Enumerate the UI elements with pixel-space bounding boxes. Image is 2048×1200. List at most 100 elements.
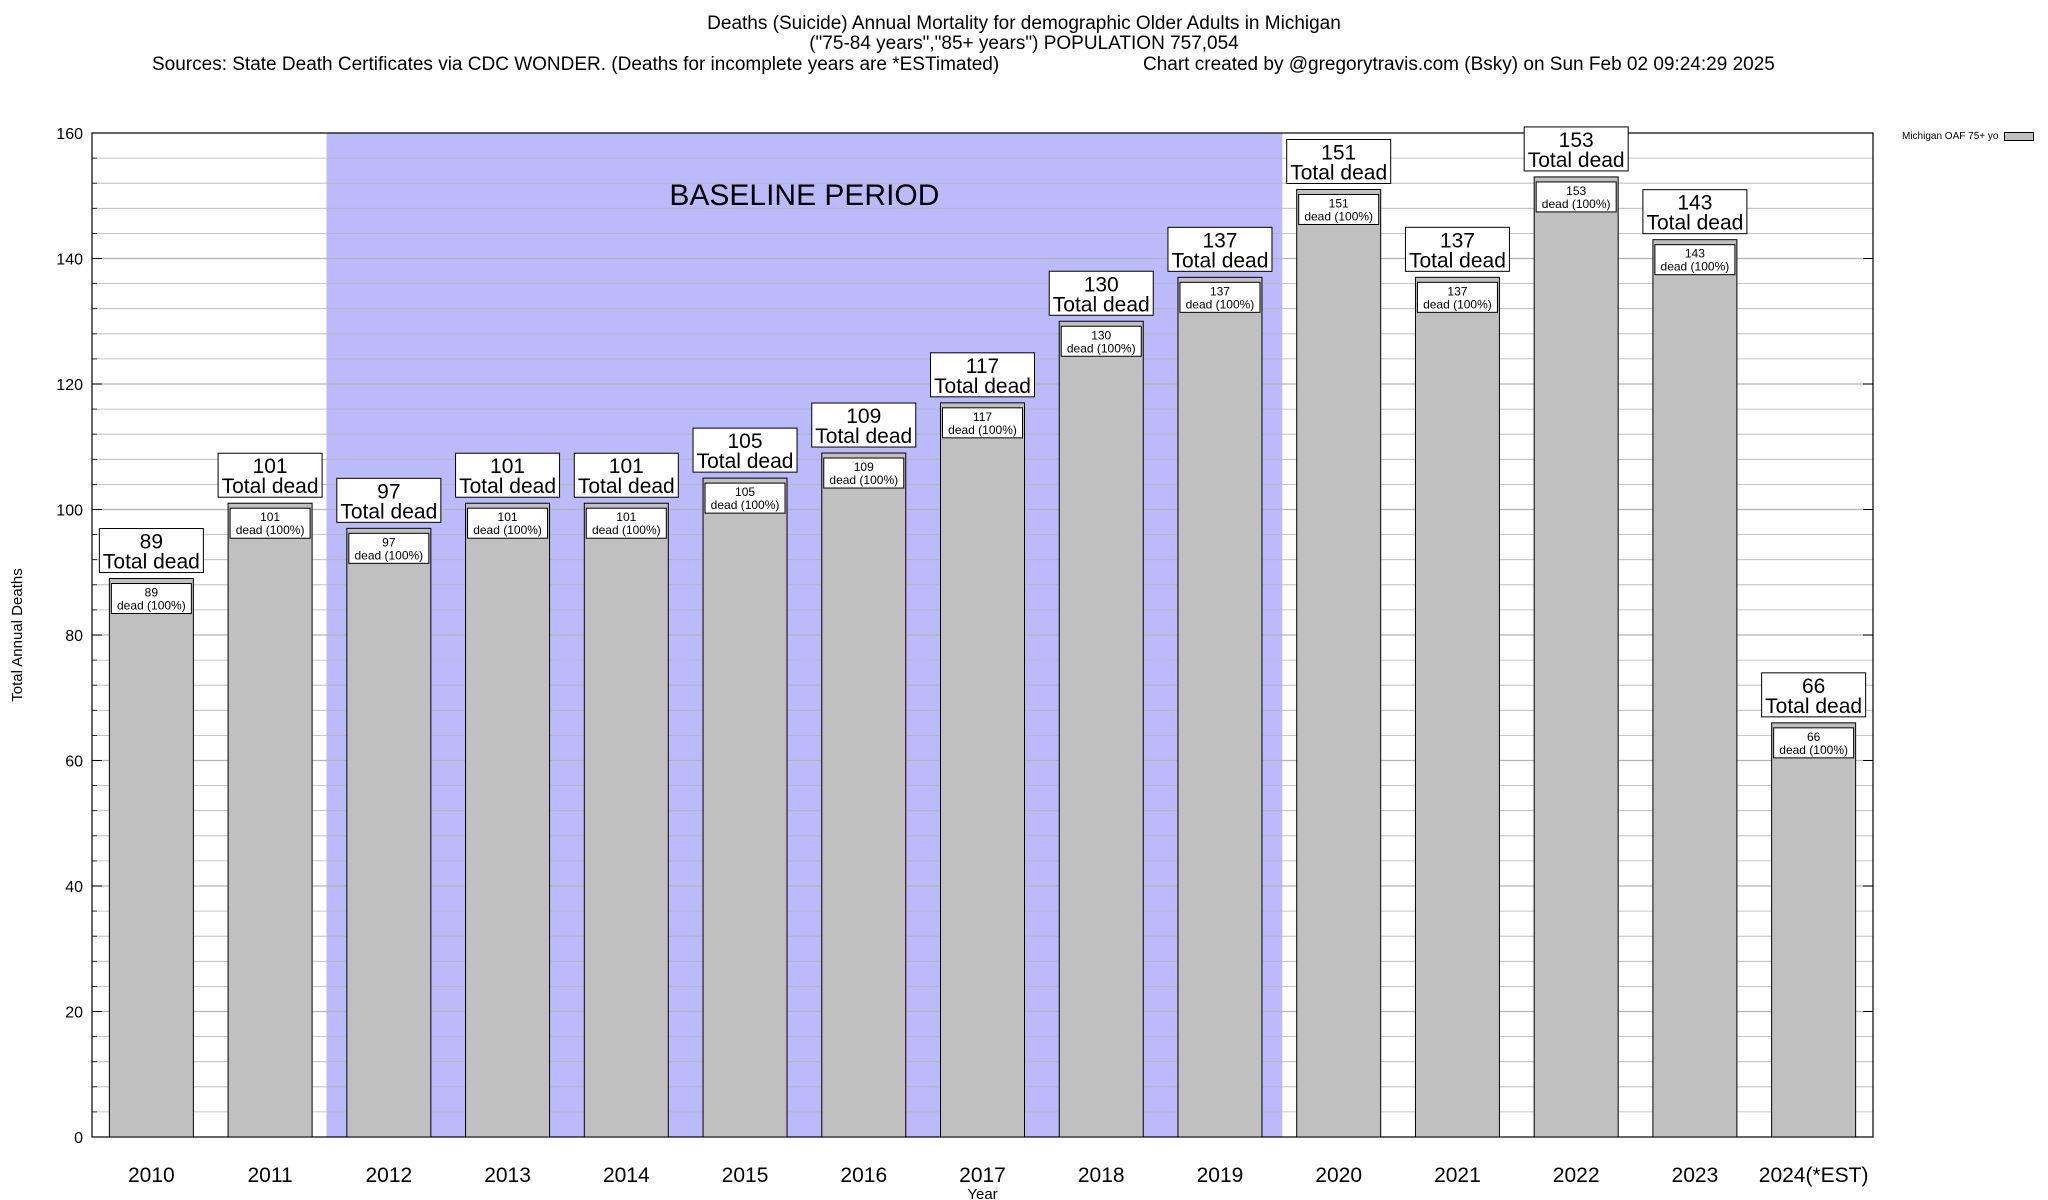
bar-inner-label-box: [704, 482, 786, 514]
bar-inner-value: 130: [1091, 328, 1111, 342]
bar-total-label-box: [692, 427, 798, 473]
bar-total-value: 89: [140, 531, 163, 554]
bar: [1058, 320, 1144, 1138]
bar-total-text: Total dead: [1172, 249, 1269, 272]
bar-inner-pct: dead (100%): [948, 423, 1017, 437]
bar-total-text: Total dead: [1290, 161, 1387, 184]
bar-total-label-box: [1761, 672, 1867, 718]
bar-inner-value: 137: [1210, 284, 1230, 298]
bar-total-value: 153: [1559, 129, 1594, 152]
chart-title: Deaths (Suicide) Annual Mortality for de…: [0, 14, 2048, 54]
bar-total-text: Total dead: [934, 375, 1031, 398]
x-tick-label: 2015: [722, 1164, 769, 1187]
bar-total-text: Total dead: [578, 475, 675, 498]
bar-inner-label-box: [1654, 244, 1736, 276]
y-tick-label: 120: [56, 377, 83, 394]
bar-total-text: Total dead: [1765, 695, 1862, 718]
bar: [227, 502, 313, 1138]
title-line-1: Deaths (Suicide) Annual Mortality for de…: [707, 13, 1341, 34]
y-tick-label: 40: [65, 879, 83, 896]
bar-inner-pct: dead (100%): [1661, 260, 1730, 274]
x-tick-label: 2014: [603, 1164, 650, 1187]
bar-inner-value: 89: [145, 586, 159, 600]
bar-inner-pct: dead (100%): [1779, 743, 1848, 757]
x-tick-label: 2010: [128, 1164, 175, 1187]
bar-total-label-box: [217, 452, 323, 498]
bar-inner-value: 151: [1329, 196, 1349, 210]
bar-inner-label-box: [942, 407, 1023, 439]
x-tick-label: 2021: [1434, 1164, 1481, 1187]
title-line-2: ("75-84 years","85+ years") POPULATION 7…: [809, 33, 1239, 54]
bar-inner-value: 97: [382, 535, 396, 549]
bar-inner-pct: dead (100%): [592, 523, 661, 537]
bar-inner-value: 101: [616, 510, 636, 524]
bar-inner-label-box: [1535, 181, 1617, 213]
bar-total-value: 66: [1802, 675, 1825, 698]
bar-total-text: Total dead: [1528, 149, 1625, 172]
x-tick-label: 2024(*EST): [1759, 1164, 1869, 1187]
x-tick-label: 2019: [1197, 1164, 1244, 1187]
x-tick-label: 2020: [1315, 1164, 1362, 1187]
legend-swatch: [2004, 132, 2035, 141]
bar: [1771, 722, 1857, 1138]
bar: [1652, 239, 1738, 1138]
bar-inner-label-box: [348, 532, 430, 564]
bar-inner-label-box: [110, 583, 192, 615]
bar-inner-pct: dead (100%): [117, 599, 186, 613]
x-tick-label: 2018: [1078, 1164, 1125, 1187]
bar-inner-label-box: [585, 507, 667, 539]
y-tick-label: 160: [56, 126, 83, 143]
y-tick-label: 80: [65, 628, 83, 645]
x-tick-label: 2011: [248, 1164, 293, 1187]
x-tick-label: 2023: [1672, 1164, 1719, 1187]
x-tick-label: 2013: [484, 1164, 531, 1187]
bar-total-value: 151: [1321, 141, 1356, 164]
bar-total-label-box: [1048, 270, 1154, 316]
bar-inner-label-box: [1416, 281, 1498, 313]
bar-total-label-box: [811, 402, 917, 448]
bar-total-label-box: [336, 477, 442, 523]
bar-total-label-box: [1404, 226, 1510, 272]
bar-inner-label-box: [229, 507, 311, 539]
bar-inner-pct: dead (100%): [711, 498, 780, 512]
bar-inner-value: 117: [973, 410, 992, 424]
bar-total-value: 105: [728, 430, 763, 453]
bar: [821, 452, 907, 1138]
legend: Michigan OAF 75+ yo: [1902, 131, 2035, 142]
y-tick-label: 60: [65, 754, 83, 771]
bar-inner-value: 105: [735, 485, 755, 499]
bar-inner-value: 109: [854, 460, 874, 474]
bar-total-text: Total dead: [697, 450, 794, 473]
bar-inner-pct: dead (100%): [1542, 197, 1611, 211]
bar: [108, 578, 194, 1138]
bar-inner-label-box: [1179, 281, 1261, 313]
bar: [1296, 188, 1382, 1138]
bar-inner-pct: dead (100%): [829, 473, 898, 487]
baseline-label: BASELINE PERIOD: [669, 179, 939, 212]
bar-inner-value: 101: [260, 510, 280, 524]
bar-total-value: 143: [1677, 192, 1712, 215]
bar-total-value: 109: [846, 405, 881, 428]
bar-inner-value: 101: [498, 510, 518, 524]
bar-inner-pct: dead (100%): [236, 523, 305, 537]
bar-inner-value: 137: [1447, 284, 1467, 298]
bar-total-value: 130: [1084, 273, 1119, 296]
bar-total-text: Total dead: [815, 425, 912, 448]
bar-total-label-box: [1286, 138, 1392, 184]
legend-label: Michigan OAF 75+ yo: [1902, 131, 1999, 142]
bar-inner-pct: dead (100%): [473, 523, 542, 537]
bar-inner-pct: dead (100%): [1067, 341, 1136, 355]
bar-total-label-box: [1642, 189, 1748, 235]
bar: [702, 477, 788, 1138]
bar-total-text: Total dead: [103, 551, 200, 574]
x-tick-label: 2017: [959, 1164, 1006, 1187]
bar-total-text: Total dead: [459, 475, 556, 498]
bar-total-label-box: [573, 452, 679, 498]
bar-total-label-box: [455, 452, 561, 498]
bar-total-label-box: [1523, 126, 1629, 172]
bar-inner-pct: dead (100%): [354, 548, 423, 562]
bar-total-value: 137: [1202, 229, 1237, 252]
bar-inner-label-box: [823, 457, 905, 489]
bar-inner-label-box: [1773, 727, 1855, 759]
